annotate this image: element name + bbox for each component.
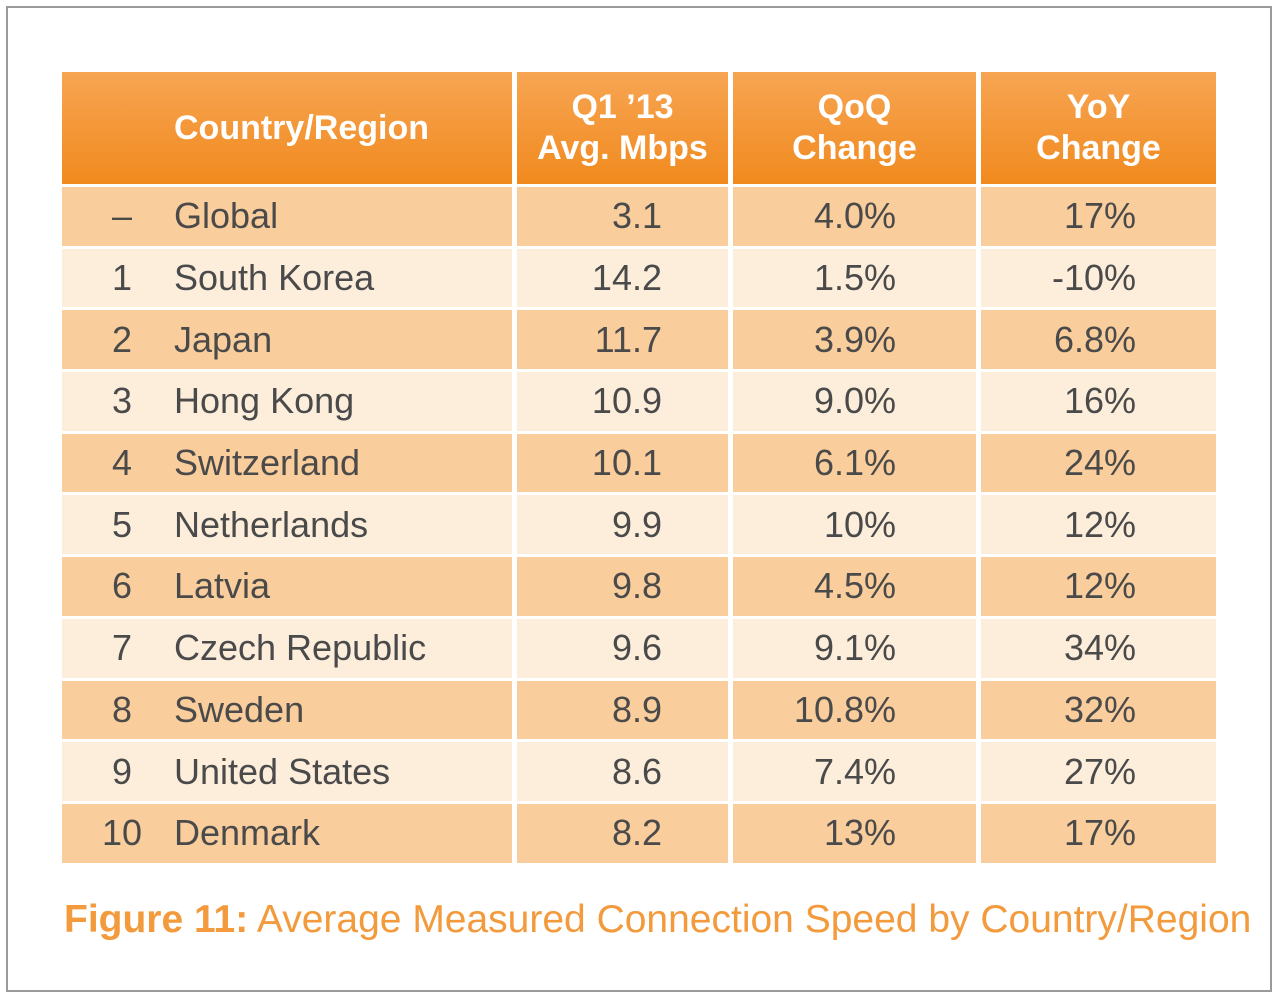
country-name: Denmark	[174, 812, 321, 854]
rank-label: 5	[111, 503, 133, 545]
caption-lead: Figure 11:	[64, 898, 249, 941]
yoy-cell: 12%	[976, 492, 1216, 555]
table-row: 5 Netherlands 9.9 10% 12%	[62, 492, 1216, 555]
rank-label: –	[111, 195, 133, 237]
qoq-cell: 4.5%	[728, 554, 976, 616]
yoy-cell: 27%	[976, 739, 1216, 801]
table-header-row: Country/Region Q1 ’13 Avg. Mbps QoQ Chan…	[62, 72, 1216, 184]
speed-cell: 8.6	[512, 739, 728, 801]
yoy-cell: 17%	[976, 184, 1216, 246]
speed-cell: 8.2	[512, 800, 728, 863]
rank-label: 1	[111, 257, 133, 299]
rank-label: 6	[111, 565, 133, 607]
country-name: Czech Republic	[174, 627, 427, 669]
speed-cell: 3.1	[512, 184, 728, 246]
yoy-cell: 12%	[976, 554, 1216, 616]
rank-label: 10	[101, 812, 143, 854]
country-cell: 5 Netherlands	[62, 492, 512, 555]
header-qoq: QoQ Change	[728, 72, 976, 184]
header-country-label: Country/Region	[174, 108, 429, 147]
country-name: Sweden	[174, 688, 305, 730]
yoy-cell: 34%	[976, 615, 1216, 678]
country-cell: – Global	[62, 184, 512, 246]
speed-cell: 8.9	[512, 677, 728, 740]
table-row: 3 Hong Kong 10.9 9.0% 16%	[62, 369, 1216, 431]
country-name: Netherlands	[174, 503, 369, 545]
country-cell: 9 United States	[62, 739, 512, 801]
qoq-cell: 4.0%	[728, 184, 976, 246]
country-name: Hong Kong	[174, 380, 355, 422]
header-qoq-line2: Change	[792, 129, 917, 167]
table-row: – Global 3.1 4.0% 17%	[62, 184, 1216, 246]
yoy-cell: 16%	[976, 369, 1216, 431]
yoy-cell: 32%	[976, 677, 1216, 740]
country-cell: 2 Japan	[62, 307, 512, 370]
caption-text: Average Measured Connection Speed by Cou…	[256, 898, 1252, 941]
country-cell: 10 Denmark	[62, 800, 512, 863]
country-cell: 4 Switzerland	[62, 430, 512, 493]
speed-cell: 9.9	[512, 492, 728, 555]
yoy-cell: 6.8%	[976, 307, 1216, 370]
rank-label: 4	[111, 442, 133, 484]
country-name: South Korea	[174, 257, 375, 299]
speed-cell: 10.1	[512, 430, 728, 493]
speed-cell: 9.6	[512, 615, 728, 678]
country-cell: 8 Sweden	[62, 677, 512, 740]
country-name: United States	[174, 750, 391, 792]
table-row: 2 Japan 11.7 3.9% 6.8%	[62, 307, 1216, 370]
header-speed: Q1 ’13 Avg. Mbps	[512, 72, 728, 184]
table-row: 6 Latvia 9.8 4.5% 12%	[62, 554, 1216, 616]
qoq-cell: 10%	[728, 492, 976, 555]
table-row: 1 South Korea 14.2 1.5% -10%	[62, 245, 1216, 308]
speed-cell: 11.7	[512, 307, 728, 370]
speed-table: Country/Region Q1 ’13 Avg. Mbps QoQ Chan…	[62, 72, 1216, 863]
country-name: Latvia	[174, 565, 271, 607]
table-row: 10 Denmark 8.2 13% 17%	[62, 800, 1216, 863]
qoq-cell: 10.8%	[728, 677, 976, 740]
table-row: 7 Czech Republic 9.6 9.1% 34%	[62, 615, 1216, 678]
table-row: 8 Sweden 8.9 10.8% 32%	[62, 677, 1216, 740]
table-row: 9 United States 8.6 7.4% 27%	[62, 739, 1216, 801]
country-name: Japan	[174, 318, 273, 360]
rank-label: 8	[111, 688, 133, 730]
qoq-cell: 6.1%	[728, 430, 976, 493]
yoy-cell: -10%	[976, 245, 1216, 308]
rank-label: 9	[111, 750, 133, 792]
country-cell: 6 Latvia	[62, 554, 512, 616]
country-cell: 3 Hong Kong	[62, 369, 512, 431]
rank-label: 3	[111, 380, 133, 422]
header-yoy-line1: YoY	[1066, 88, 1131, 126]
country-name: Global	[174, 195, 279, 237]
header-yoy-line2: Change	[1036, 129, 1161, 167]
figure-caption: Figure 11: Average Measured Connection S…	[64, 898, 1251, 942]
speed-cell: 9.8	[512, 554, 728, 616]
speed-cell: 10.9	[512, 369, 728, 431]
header-speed-line1: Q1 ’13	[571, 88, 674, 126]
country-cell: 7 Czech Republic	[62, 615, 512, 678]
yoy-cell: 24%	[976, 430, 1216, 493]
speed-cell: 14.2	[512, 245, 728, 308]
yoy-cell: 17%	[976, 800, 1216, 863]
header-qoq-line1: QoQ	[817, 88, 892, 126]
rank-label: 2	[111, 318, 133, 360]
rank-label: 7	[111, 627, 133, 669]
qoq-cell: 1.5%	[728, 245, 976, 308]
qoq-cell: 9.1%	[728, 615, 976, 678]
qoq-cell: 9.0%	[728, 369, 976, 431]
country-cell: 1 South Korea	[62, 245, 512, 308]
header-country: Country/Region	[62, 72, 512, 184]
qoq-cell: 13%	[728, 800, 976, 863]
table-row: 4 Switzerland 10.1 6.1% 24%	[62, 430, 1216, 493]
table-body: – Global 3.1 4.0% 17% 1 South Korea 14.2 1.5% -10…	[62, 184, 1216, 863]
qoq-cell: 3.9%	[728, 307, 976, 370]
country-name: Switzerland	[174, 442, 361, 484]
header-speed-line2: Avg. Mbps	[537, 129, 708, 167]
qoq-cell: 7.4%	[728, 739, 976, 801]
header-yoy: YoY Change	[976, 72, 1216, 184]
